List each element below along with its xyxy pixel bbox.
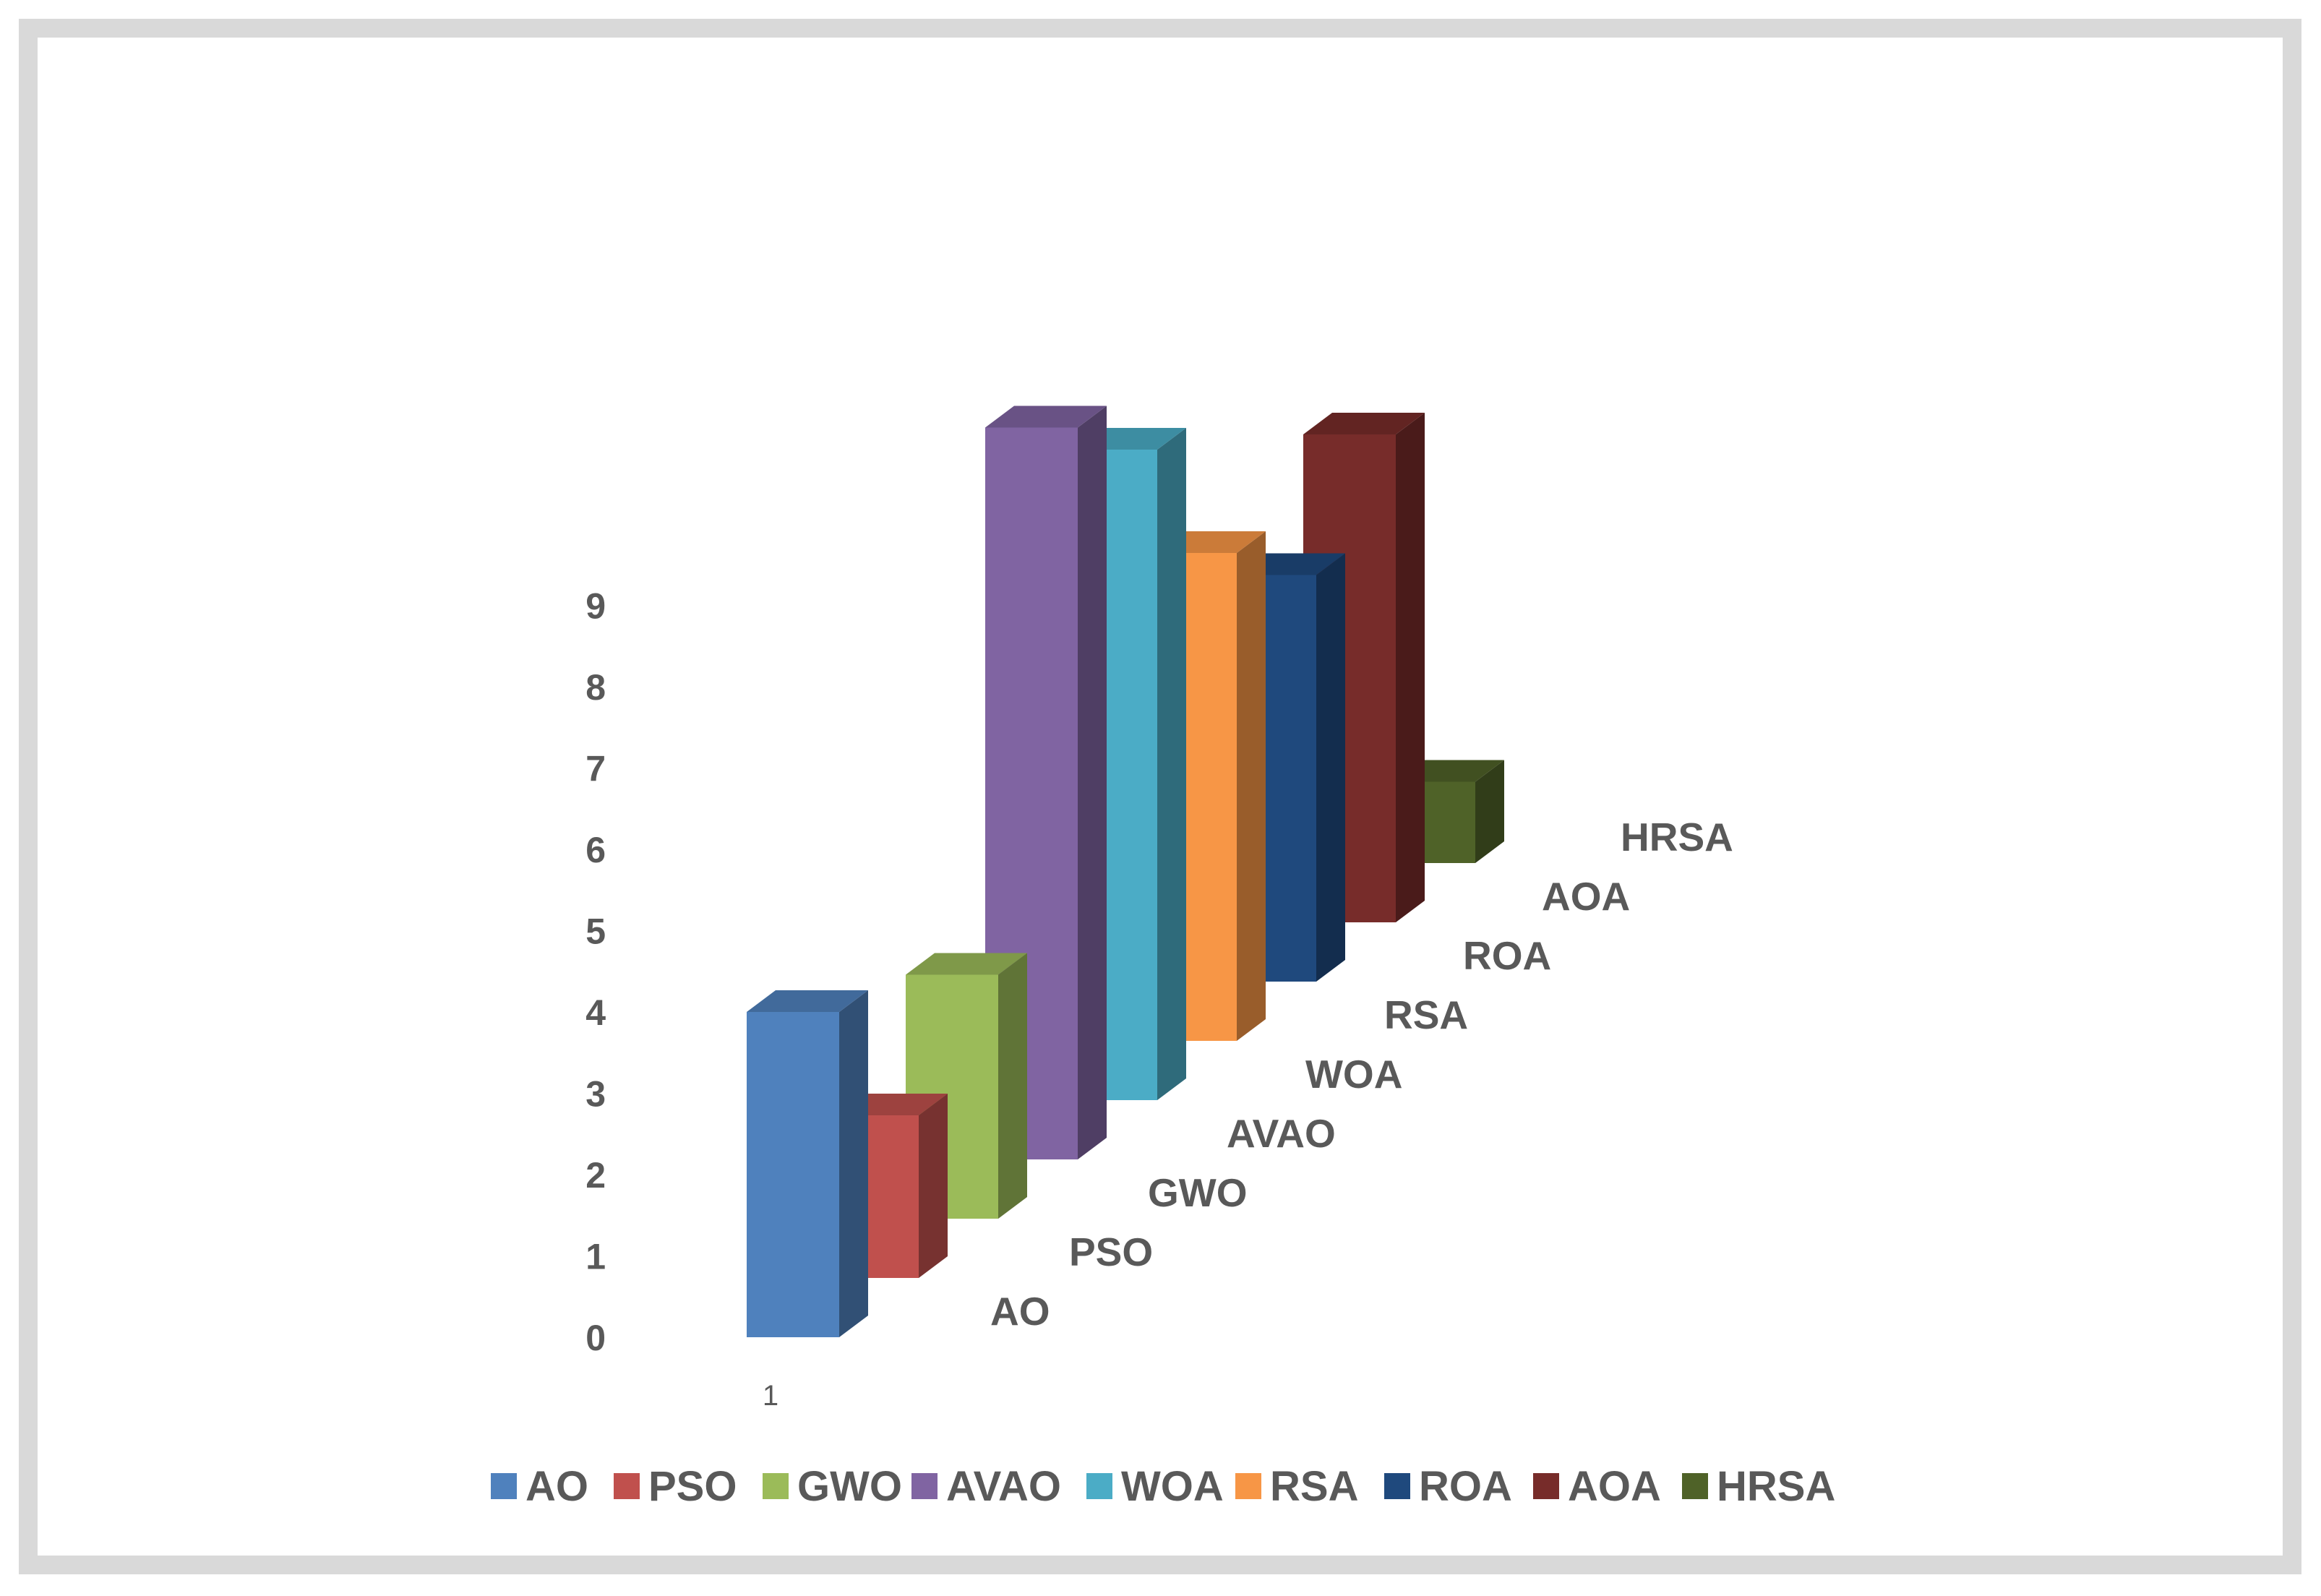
legend-label-gwo: GWO	[797, 1463, 902, 1510]
depth-axis-label-aoa: AOA	[1542, 874, 1630, 919]
y-tick-label: 6	[585, 830, 606, 870]
y-tick-label: 2	[585, 1155, 606, 1196]
depth-axis-label-avao: AVAO	[1227, 1111, 1336, 1156]
depth-axis-label-hrsa: HRSA	[1621, 815, 1733, 859]
chart-frame	[19, 19, 2301, 1574]
bar-side-aoa	[1396, 413, 1425, 922]
y-tick-label: 7	[585, 749, 606, 789]
y-tick-label: 9	[585, 586, 606, 627]
legend-label-woa: WOA	[1121, 1463, 1224, 1510]
legend-swatch-aoa	[1533, 1473, 1559, 1499]
legend-label-avao: AVAO	[946, 1463, 1061, 1510]
bar-side-gwo	[998, 953, 1027, 1219]
bar-side-roa	[1316, 553, 1345, 982]
bar-top-avao	[985, 406, 1107, 428]
x-category-label: 1	[763, 1380, 778, 1412]
bar-top-gwo	[906, 953, 1027, 975]
legend-swatch-pso	[614, 1473, 640, 1499]
y-tick-label: 4	[585, 992, 606, 1033]
bar-ao	[747, 1012, 839, 1337]
bar-top-aoa	[1303, 413, 1425, 434]
y-tick-label: 3	[585, 1074, 606, 1115]
legend-swatch-woa	[1086, 1473, 1112, 1499]
legend-swatch-ao	[491, 1473, 517, 1499]
depth-axis-label-gwo: GWO	[1148, 1170, 1247, 1215]
legend-swatch-roa	[1384, 1473, 1410, 1499]
legend-swatch-hrsa	[1682, 1473, 1708, 1499]
bar-side-ao	[839, 990, 868, 1337]
depth-axis-label-ao: AO	[990, 1289, 1050, 1334]
bar-side-avao	[1078, 406, 1107, 1159]
bar-top-ao	[747, 990, 868, 1012]
legend-label-ao: AO	[525, 1463, 588, 1510]
legend-label-aoa: AOA	[1568, 1463, 1661, 1510]
y-tick-label: 8	[585, 667, 606, 708]
depth-axis-label-pso: PSO	[1069, 1230, 1153, 1274]
legend-label-rsa: RSA	[1270, 1463, 1358, 1510]
y-tick-label: 5	[585, 911, 606, 952]
legend-label-hrsa: HRSA	[1717, 1463, 1835, 1510]
y-tick-label: 1	[585, 1237, 606, 1277]
legend-label-pso: PSO	[648, 1463, 737, 1510]
depth-axis-label-roa: ROA	[1463, 933, 1551, 978]
legend-swatch-rsa	[1235, 1473, 1261, 1499]
y-tick-label: 0	[585, 1318, 606, 1358]
bar-side-woa	[1157, 428, 1186, 1100]
depth-axis-label-woa: WOA	[1305, 1052, 1402, 1097]
legend-label-roa: ROA	[1419, 1463, 1512, 1510]
bar-side-hrsa	[1475, 760, 1504, 863]
legend-swatch-gwo	[763, 1473, 789, 1499]
legend-swatch-avao	[911, 1473, 938, 1499]
bar-side-pso	[919, 1094, 948, 1278]
bar-side-rsa	[1237, 531, 1266, 1041]
depth-axis-label-rsa: RSA	[1384, 992, 1468, 1037]
